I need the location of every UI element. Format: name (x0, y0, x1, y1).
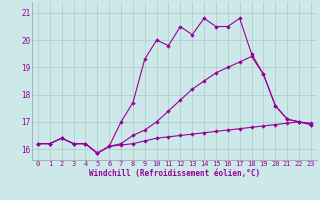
X-axis label: Windchill (Refroidissement éolien,°C): Windchill (Refroidissement éolien,°C) (89, 169, 260, 178)
